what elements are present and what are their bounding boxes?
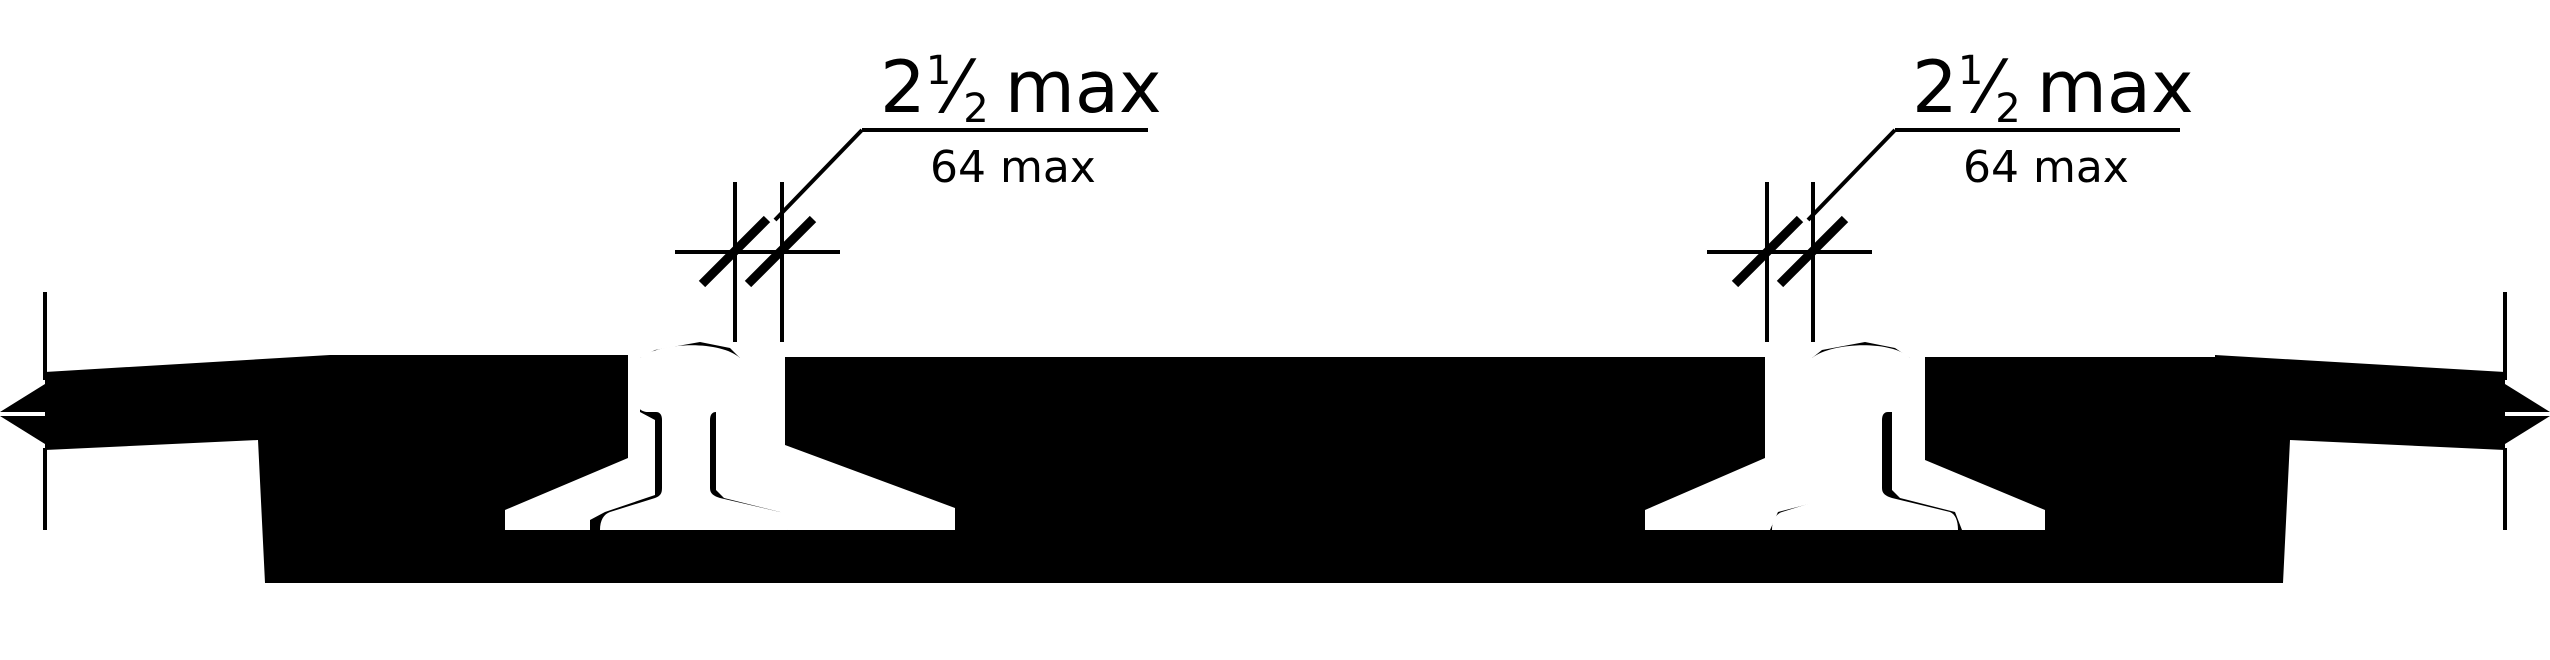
left-crossing-section: [0, 292, 1275, 583]
right-break-symbol: [2475, 384, 2550, 444]
right-approach-surface: [2215, 355, 2505, 450]
right-rail: [1772, 345, 1958, 530]
right-inner-slab: [1275, 342, 2290, 583]
left-dim-metric: 64 max: [930, 142, 1096, 193]
left-outer-slab: [258, 342, 1275, 583]
right-tick-b: [1776, 215, 1849, 288]
right-leader-line: [1806, 128, 1897, 222]
right-gap-dimension: 21⁄2 max 64 max: [1707, 45, 2194, 342]
left-dim-imperial: 21⁄2 max: [880, 45, 1162, 132]
right-dim-metric: 64 max: [1963, 142, 2129, 193]
right-dim-imperial: 21⁄2 max: [1912, 45, 2194, 132]
right-crossing-section: [1275, 292, 2550, 583]
left-tick-a: [698, 215, 771, 288]
left-approach-surface: [45, 355, 330, 450]
right-tick-a: [1731, 215, 1804, 288]
left-gap-dimension: 21⁄2 max 64 max: [675, 45, 1162, 342]
left-leader-line: [773, 128, 864, 222]
left-rail: [600, 345, 788, 530]
left-tick-b: [744, 215, 817, 288]
